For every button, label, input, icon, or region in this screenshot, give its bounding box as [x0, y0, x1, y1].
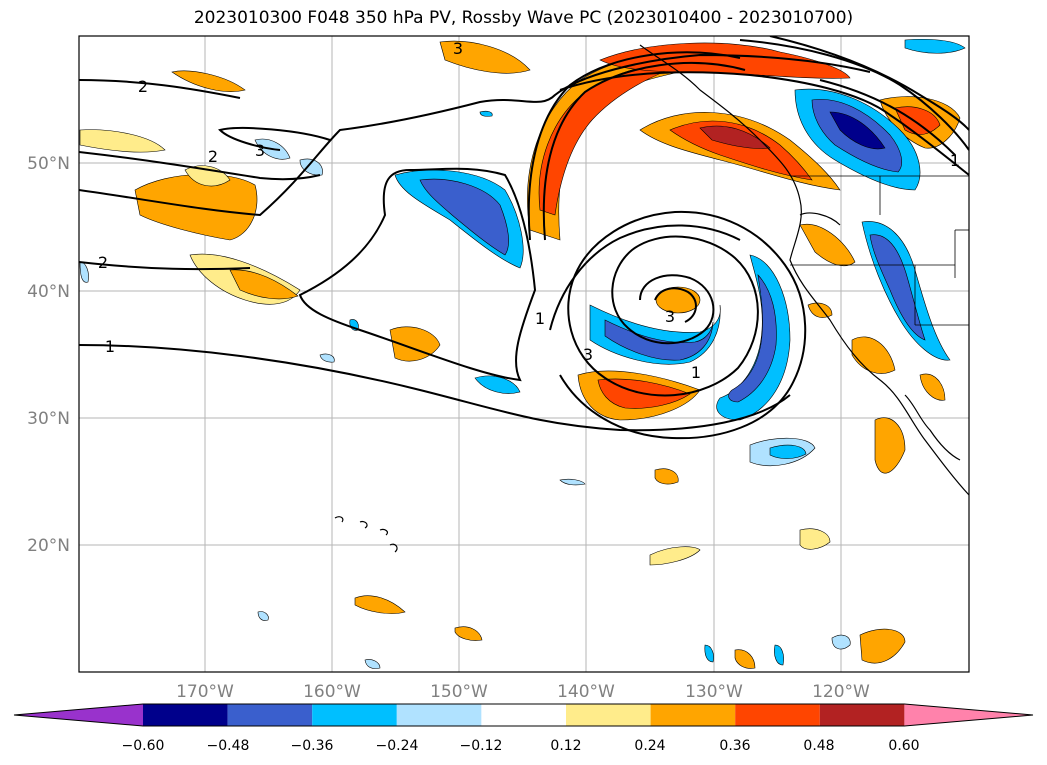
lon-label: 130°W — [685, 682, 743, 702]
colorbar-tick-label: −0.48 — [207, 738, 250, 754]
anomaly-fills — [79, 38, 966, 669]
latitude-labels: 50°N 40°N 30°N 20°N — [27, 154, 70, 556]
contour-label: 2 — [98, 253, 108, 272]
colorbar-outline — [13, 703, 1034, 727]
figure-title: 2023010300 F048 350 hPa PV, Rossby Wave … — [193, 8, 854, 28]
longitude-labels: 170°W 160°W 150°W 140°W 130°W 120°W — [176, 682, 870, 702]
colorbar-segment — [904, 704, 1033, 726]
contour-label: 3 — [255, 141, 265, 160]
contour-label: 2 — [138, 77, 148, 96]
gridlines — [79, 36, 969, 672]
colorbar-tick-label: 0.24 — [634, 738, 665, 754]
coastlines — [334, 44, 969, 553]
colorbar — [13, 703, 1034, 727]
map-frame — [78, 35, 970, 673]
colorbar-segment — [143, 704, 228, 726]
colorbar-segment — [819, 704, 905, 726]
contour-labels: 2 2 2 1 3 3 3 3 1 1 1 — [98, 39, 960, 382]
contour-label: 1 — [535, 309, 545, 328]
colorbar-tick-label: 0.60 — [888, 738, 919, 754]
colorbar-tick-label: −0.36 — [291, 738, 334, 754]
colorbar-tick-labels: −0.60 −0.48 −0.36 −0.24 −0.12 0.12 0.24 … — [122, 738, 920, 754]
colorbar-segment — [735, 704, 820, 726]
contour-label: 1 — [691, 363, 701, 382]
lon-label: 150°W — [430, 682, 488, 702]
contour-label: 1 — [105, 337, 115, 356]
lon-label: 160°W — [303, 682, 361, 702]
colorbar-tick-label: 0.48 — [803, 738, 834, 754]
colorbar-segment — [227, 704, 313, 726]
colorbar-segment — [566, 704, 651, 726]
colorbar-segment — [650, 704, 736, 726]
map-content: 2 2 2 1 3 3 3 3 1 1 1 — [79, 36, 969, 672]
colorbar-tick-label: −0.60 — [122, 738, 165, 754]
pv-contours — [79, 36, 969, 440]
contour-label: 3 — [665, 307, 675, 326]
political-borders — [790, 175, 969, 326]
colorbar-segment — [14, 704, 143, 726]
lat-label: 30°N — [27, 409, 70, 429]
lat-label: 20°N — [27, 536, 70, 556]
colorbar-segment — [396, 704, 482, 726]
lon-label: 120°W — [812, 682, 870, 702]
colorbar-tick-label: 0.36 — [719, 738, 750, 754]
colorbar-tick-label: 0.12 — [550, 738, 581, 754]
contour-label: 2 — [208, 147, 218, 166]
colorbar-segment — [312, 704, 397, 726]
contour-label: 3 — [453, 39, 463, 58]
colorbar-tick-label: −0.12 — [460, 738, 503, 754]
contour-label: 3 — [583, 345, 593, 364]
lat-label: 40°N — [27, 282, 70, 302]
colorbar-tick-label: −0.24 — [376, 738, 419, 754]
colorbar-segment — [481, 704, 566, 726]
lat-label: 50°N — [27, 154, 70, 174]
contour-label: 1 — [950, 151, 960, 170]
lon-label: 140°W — [557, 682, 615, 702]
lon-label: 170°W — [176, 682, 234, 702]
